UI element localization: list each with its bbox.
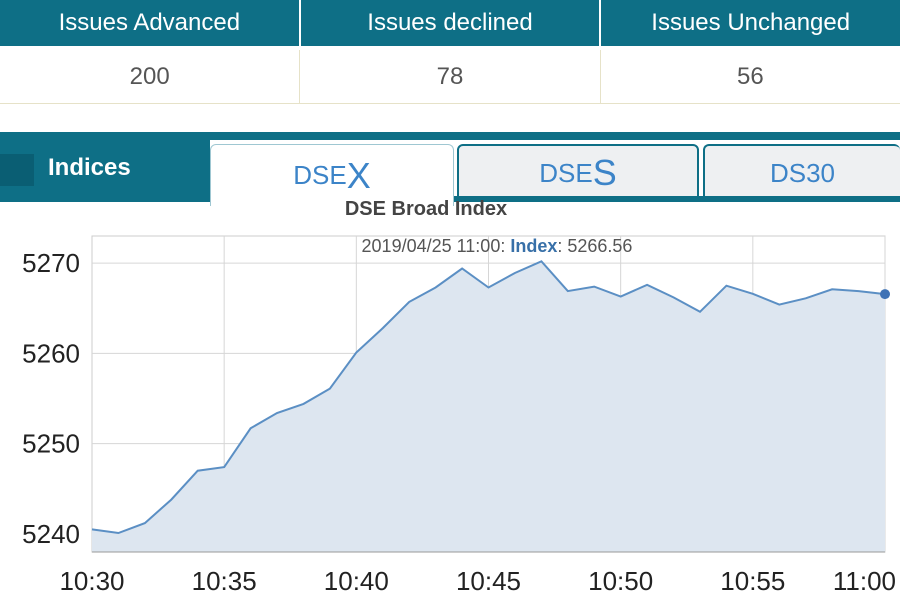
y-tick-label: 5260 [22,338,80,368]
header-issues-advanced: Issues Advanced [0,0,301,46]
tabbar-top-border [0,132,900,140]
x-tick-label: 10:35 [192,566,257,596]
y-tick-label: 5240 [22,519,80,549]
indices-square-icon [0,154,34,186]
tooltip-value: 5266.56 [567,236,633,256]
x-tick-label: 10:40 [324,566,389,596]
value-issues-unchanged: 56 [736,62,764,90]
y-tick-label: 5250 [22,429,80,459]
indices-label-text: Indices [48,154,131,181]
tab-dsex[interactable]: DSE X [210,144,454,206]
tab-dses-suffix: S [592,152,617,193]
chart-tooltip: 2019/04/25 11:00: Index: 5266.56 [361,236,633,256]
header-issues-declined: Issues declined [301,0,602,46]
summary-value-row: 200 78 56 [0,50,900,104]
tabbar-bottom-border-right [454,196,900,202]
y-tick-label: 5270 [22,248,80,278]
series-area [92,261,885,552]
value-issues-advanced: 200 [0,50,301,103]
issues-summary-table: Issues Advanced Issues declined Issues U… [0,0,900,104]
series-line [91,260,886,535]
last-point-marker [880,289,890,300]
tab-ds30[interactable]: DS30 [703,144,900,202]
x-tick-label: 11:00 [833,566,896,596]
indices-tab-bar: Indices DSE X DSE S DS30 [0,132,900,206]
summary-header-row: Issues Advanced Issues declined Issues U… [0,0,900,46]
header-issues-unchanged: Issues Unchanged [651,9,851,36]
tab-dsex-prefix: DSE [293,160,347,190]
tab-dsex-suffix: X [346,154,371,196]
x-tick-label: 10:50 [588,566,653,596]
x-tick-label: 10:45 [456,566,521,596]
tooltip-key: Index [510,236,558,256]
x-tick-label: 10:55 [720,566,785,596]
tooltip-time: 2019/04/25 11:00 [361,236,501,256]
tabbar-bottom-border-left [0,196,210,202]
value-issues-declined: 78 [300,50,601,103]
indices-label: Indices [0,140,210,196]
chart-title: DSE Broad Index [344,198,508,220]
tab-dses-prefix: DSE [539,157,593,188]
x-tick-label: 10:30 [59,566,124,596]
